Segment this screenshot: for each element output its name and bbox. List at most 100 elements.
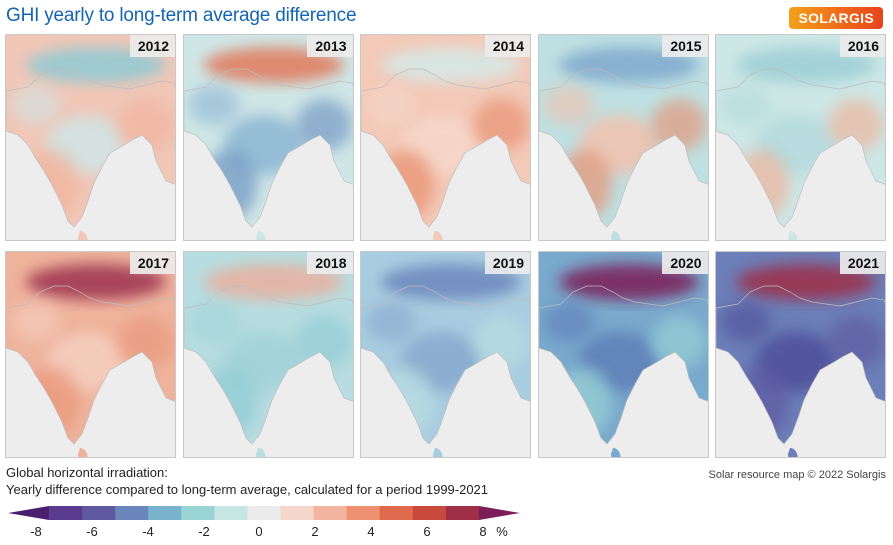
india-anomaly-map [183, 252, 353, 457]
year-label: 2019 [484, 252, 530, 274]
irradiation-anomaly-patch [200, 367, 257, 437]
legend-swatch [8, 506, 50, 520]
legend-swatch [445, 506, 480, 520]
irradiation-anomaly-patch [733, 150, 789, 220]
legend-tick-label: 0 [255, 524, 263, 539]
legend-tick-label: -2 [198, 524, 210, 539]
irradiation-anomaly-patch [118, 99, 174, 151]
map-panel-2021: 2021 [715, 251, 886, 458]
irradiation-anomaly-patch [473, 316, 529, 368]
legend-swatch [82, 506, 116, 520]
legend-swatch [214, 506, 248, 520]
country-border [183, 285, 353, 445]
map-panel-2014: 2014 [360, 34, 531, 241]
map-panel-2018: 2018 [182, 251, 354, 458]
irradiation-anomaly-patch [23, 150, 79, 220]
year-label: 2012 [129, 35, 175, 57]
legend-swatch [148, 506, 182, 520]
map-panel-2012: 2012 [5, 34, 176, 241]
legend-colorbar [8, 506, 520, 520]
irradiation-anomaly-patch [378, 367, 434, 437]
irradiation-anomaly-patch [23, 367, 79, 437]
solargis-logo: SOLARGIS [789, 7, 883, 29]
irradiation-anomaly-patch [733, 367, 789, 437]
country-border [538, 68, 708, 228]
irradiation-anomaly-patch [555, 367, 612, 437]
legend-swatch [478, 506, 520, 520]
year-label: 2020 [662, 252, 708, 274]
caption-title: Global horizontal irradiation: [6, 465, 168, 480]
legend-swatch [379, 506, 414, 520]
india-anomaly-map [716, 35, 885, 240]
india-anomaly-map [361, 252, 530, 457]
map-panel-2020: 2020 [537, 251, 709, 458]
map-panel-2017: 2017 [5, 251, 176, 458]
country-border [716, 285, 885, 445]
legend-tick-label: -4 [142, 524, 154, 539]
map-grid: 2012 2013 2014 2015 2016 2017 2018 2019 2020 2021 [5, 34, 886, 458]
irradiation-anomaly-patch [366, 302, 416, 342]
legend-tick-label: 2 [311, 524, 319, 539]
country-border [361, 285, 530, 445]
legend-tick-label: 4 [367, 524, 375, 539]
irradiation-anomaly-patch [543, 85, 594, 125]
india-anomaly-map [6, 252, 175, 457]
year-label: 2013 [307, 35, 353, 57]
irradiation-anomaly-patch [650, 99, 707, 151]
year-label: 2015 [662, 35, 708, 57]
india-anomaly-map [361, 35, 530, 240]
color-legend: -8 -6 -4 -2 0 2 4 6 8% [4, 500, 524, 542]
legend-swatch [49, 506, 83, 520]
legend-tick-label: 8 [479, 524, 487, 539]
country-border [361, 68, 530, 228]
legend-swatch [346, 506, 381, 520]
irradiation-anomaly-patch [721, 302, 771, 342]
irradiation-anomaly-patch [11, 85, 61, 125]
legend-tick-label: -8 [30, 524, 42, 539]
map-panel-2016: 2016 [715, 34, 886, 241]
page-title: GHI yearly to long-term average differen… [6, 5, 357, 26]
irradiation-anomaly-patch [828, 316, 884, 368]
irradiation-anomaly-patch [473, 99, 529, 151]
irradiation-anomaly-patch [721, 85, 771, 125]
year-label: 2017 [129, 252, 175, 274]
irradiation-anomaly-patch [295, 316, 352, 368]
map-panel-2013: 2013 [182, 34, 354, 241]
country-border [6, 285, 175, 445]
year-label: 2016 [839, 35, 885, 57]
irradiation-anomaly-patch [828, 99, 884, 151]
map-panel-2015: 2015 [537, 34, 709, 241]
country-border [6, 68, 175, 228]
legend-swatch [115, 506, 149, 520]
legend-swatch [181, 506, 215, 520]
credit-text: Solar resource map © 2022 Solargis [708, 469, 886, 481]
irradiation-anomaly-patch [543, 302, 594, 342]
irradiation-anomaly-patch [118, 316, 174, 368]
map-panel-2019: 2019 [360, 251, 531, 458]
irradiation-anomaly-patch [200, 150, 257, 220]
india-anomaly-map [538, 252, 708, 457]
legend-tick-label: -6 [86, 524, 98, 539]
india-anomaly-map [6, 35, 175, 240]
year-label: 2018 [307, 252, 353, 274]
legend-swatch [280, 506, 315, 520]
country-border [716, 68, 885, 228]
country-border [538, 285, 708, 445]
caption-description: Yearly difference compared to long-term … [6, 482, 489, 497]
year-label: 2021 [839, 252, 885, 274]
irradiation-anomaly-patch [378, 150, 434, 220]
india-anomaly-map [716, 252, 885, 457]
irradiation-anomaly-patch [188, 85, 239, 125]
legend-swatch [313, 506, 348, 520]
legend-unit-label: % [496, 524, 508, 539]
india-anomaly-map [538, 35, 708, 240]
india-anomaly-map [183, 35, 353, 240]
irradiation-anomaly-patch [188, 302, 239, 342]
country-border [183, 68, 353, 228]
year-label: 2014 [484, 35, 530, 57]
legend-swatch [247, 506, 282, 520]
legend-tick-label: 6 [423, 524, 431, 539]
irradiation-anomaly-patch [650, 316, 707, 368]
irradiation-anomaly-patch [366, 85, 416, 125]
irradiation-anomaly-patch [11, 302, 61, 342]
